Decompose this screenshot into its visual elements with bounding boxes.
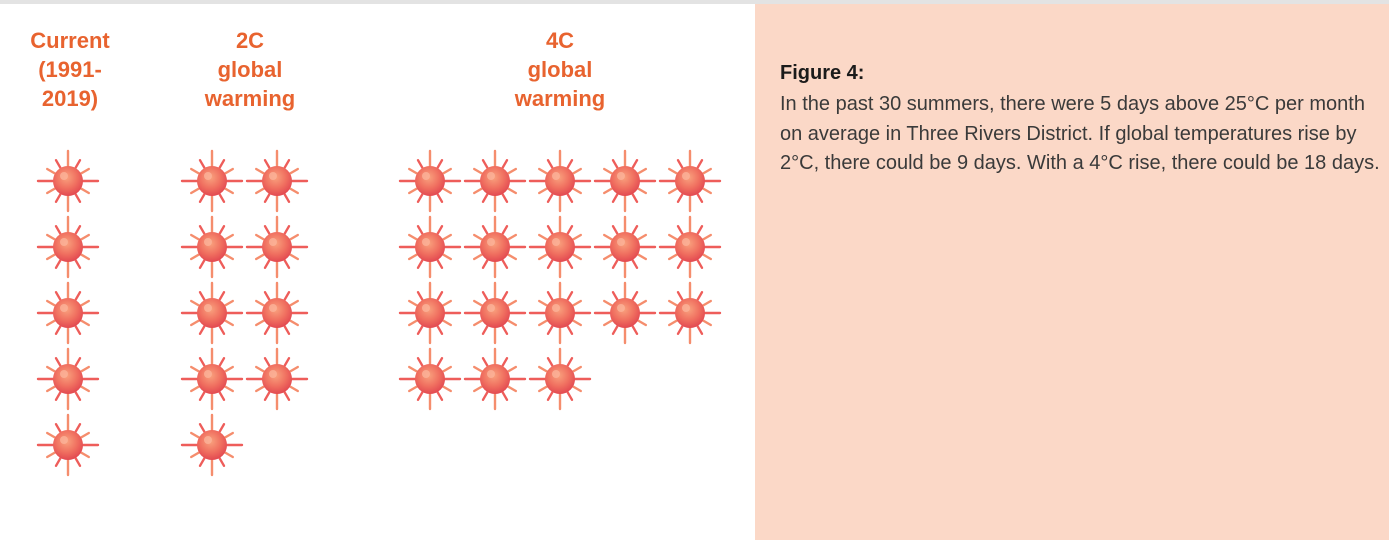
sun-icon bbox=[463, 281, 527, 345]
sun-icons-plot bbox=[36, 149, 722, 477]
sun-icon bbox=[180, 215, 244, 279]
sun-icon bbox=[528, 347, 592, 411]
sun-icon bbox=[528, 149, 592, 213]
sun-icon bbox=[398, 281, 462, 345]
sun-icon bbox=[180, 149, 244, 213]
sun-icon bbox=[463, 347, 527, 411]
sun-icon bbox=[398, 347, 462, 411]
sun-icon bbox=[463, 149, 527, 213]
figure-description: In the past 30 summers, there were 5 day… bbox=[780, 93, 1380, 174]
pictogram-chart: Current (1991- 2019) 2C global warming 4… bbox=[0, 4, 755, 540]
sun-icon bbox=[245, 281, 309, 345]
sun-icon bbox=[245, 347, 309, 411]
figure-heading: Figure 4: bbox=[780, 62, 865, 84]
sun-icon bbox=[593, 149, 657, 213]
sun-icon bbox=[528, 281, 592, 345]
sun-icon bbox=[593, 215, 657, 279]
top-divider bbox=[0, 0, 1389, 4]
sun-icon bbox=[593, 281, 657, 345]
sun-icon bbox=[658, 149, 722, 213]
sun-icon bbox=[36, 149, 100, 213]
sun-icon bbox=[36, 413, 100, 477]
sun-icon bbox=[180, 281, 244, 345]
column-title-4c: 4C global warming bbox=[514, 28, 606, 111]
sun-icon bbox=[245, 215, 309, 279]
sun-icon bbox=[36, 347, 100, 411]
sun-icon bbox=[180, 413, 244, 477]
sun-icon bbox=[180, 347, 244, 411]
caption-panel: Figure 4: In the past 30 summers, there … bbox=[755, 4, 1389, 540]
sun-icon bbox=[245, 149, 309, 213]
sun-icon bbox=[398, 215, 462, 279]
sun-icon bbox=[398, 149, 462, 213]
column-title-2c: 2C global warming bbox=[204, 28, 296, 111]
sun-icon bbox=[463, 215, 527, 279]
sun-icon bbox=[658, 215, 722, 279]
sun-icon bbox=[658, 281, 722, 345]
sun-icon bbox=[528, 215, 592, 279]
column-title-current: Current (1991- 2019) bbox=[30, 28, 110, 111]
sun-icon bbox=[36, 215, 100, 279]
sun-icon bbox=[36, 281, 100, 345]
